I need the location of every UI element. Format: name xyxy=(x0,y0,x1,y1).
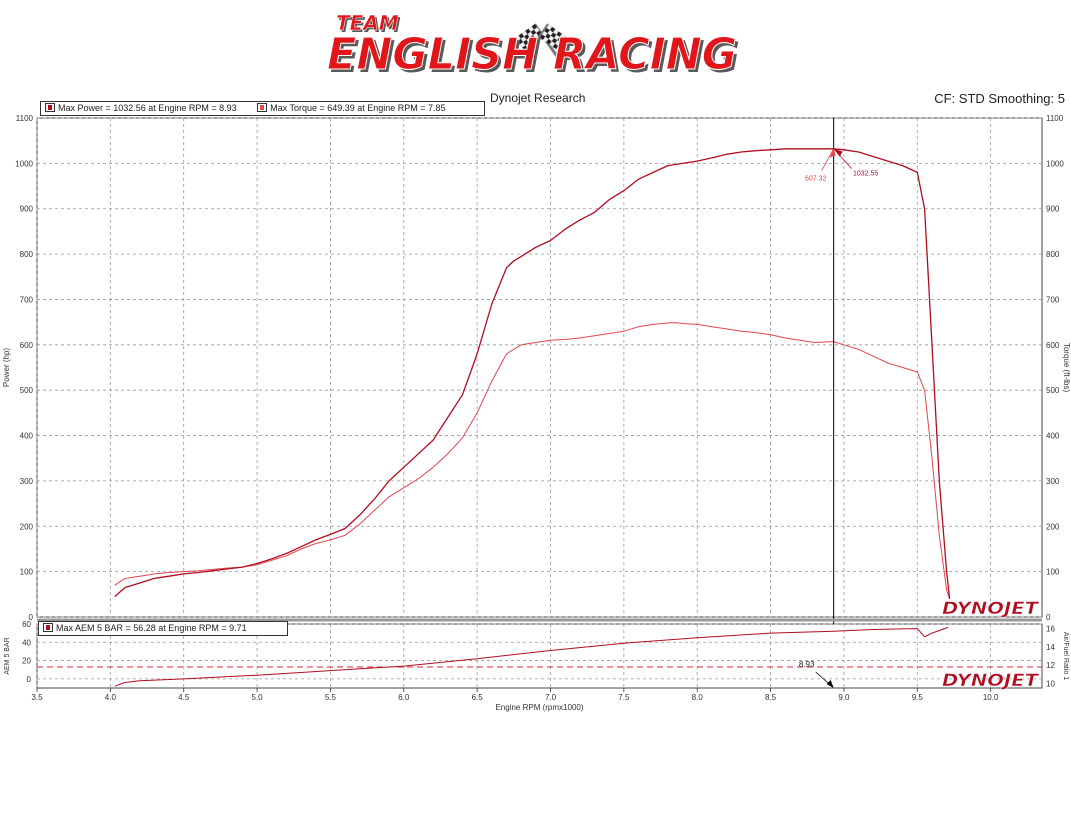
y2-tick-label: 600 xyxy=(1046,341,1060,350)
y-tick-label: 0 xyxy=(29,613,34,622)
y-tick-label: 300 xyxy=(20,477,34,486)
legend-aem: Max AEM 5 BAR = 56.28 at Engine RPM = 9.… xyxy=(38,621,288,636)
x-tick-label: 4.0 xyxy=(105,693,117,702)
y2-tick-label: 200 xyxy=(1046,522,1060,531)
afr-y2-axis-label: Air/Fuel Ratio 1 xyxy=(1062,632,1069,680)
aem-y-tick-label: 40 xyxy=(22,638,31,647)
team-english-racing-logo: TEAM TEAM ENGLISH RACING ENGLISH RACING xyxy=(327,11,741,82)
aem-y-tick-label: 0 xyxy=(27,675,32,684)
power-line xyxy=(114,148,951,599)
x-tick-label: 3.5 xyxy=(31,693,43,702)
y-tick-label: 900 xyxy=(20,205,34,214)
x-tick-label: 8.5 xyxy=(765,693,777,702)
y2-axis-label: Torque (ft-lbs) xyxy=(1062,343,1071,393)
logo-big-text-shadow: ENGLISH RACING xyxy=(330,32,740,82)
x-tick-label: 5.5 xyxy=(325,693,337,702)
legend-power-torque: Max Power = 1032.56 at Engine RPM = 8.93… xyxy=(40,101,485,116)
legend-item-power: Max Power = 1032.56 at Engine RPM = 8.93 xyxy=(45,103,239,113)
y2-tick-label: 400 xyxy=(1046,432,1060,441)
logo-big-text: ENGLISH RACING xyxy=(327,29,737,80)
y2-tick-label: 700 xyxy=(1046,295,1060,304)
aem-y-tick-label: 20 xyxy=(22,657,31,666)
y-tick-label: 700 xyxy=(20,295,34,304)
logo-small-text: TEAM xyxy=(338,13,401,37)
cursor-arrow-icon xyxy=(826,680,834,688)
x-tick-label: 7.5 xyxy=(618,693,630,702)
torque-annotation: 607.32 xyxy=(805,176,827,183)
aem-line xyxy=(114,626,949,687)
y2-tick-label: 1100 xyxy=(1046,114,1064,123)
legend-item-aem: Max AEM 5 BAR = 56.28 at Engine RPM = 9.… xyxy=(43,623,247,633)
y-tick-label: 100 xyxy=(20,568,34,577)
afr-y2-tick-label: 16 xyxy=(1046,625,1055,634)
legend-item-torque: Max Torque = 649.39 at Engine RPM = 7.85 xyxy=(257,103,446,113)
aem-y-axis-label: AEM 5 BAR xyxy=(4,637,11,674)
x-tick-label: 5.0 xyxy=(252,693,264,702)
aem-y-tick-label: 60 xyxy=(22,620,31,629)
torque-annotation-leader xyxy=(821,148,835,171)
afr-y2-tick-label: 14 xyxy=(1046,643,1055,652)
x-tick-label: 9.0 xyxy=(838,693,850,702)
chart-title: Dynojet Research xyxy=(490,91,586,105)
dynojet-brand-top: DYNOJET xyxy=(942,599,1040,619)
plot-area xyxy=(36,117,1043,618)
x-tick-label: 8.0 xyxy=(692,693,704,702)
y-axis-label: Power (hp) xyxy=(2,348,11,387)
torque-line xyxy=(114,322,951,600)
y-tick-label: 1100 xyxy=(16,114,34,123)
x-tick-label: 7.0 xyxy=(545,693,557,702)
y2-tick-label: 900 xyxy=(1046,205,1060,214)
y-tick-label: 400 xyxy=(20,432,34,441)
logo-small-text-fill: TEAM xyxy=(336,11,399,35)
y2-tick-label: 500 xyxy=(1046,386,1060,395)
y2-tick-label: 1000 xyxy=(1046,159,1064,168)
y2-tick-label: 0 xyxy=(1046,613,1051,622)
y2-tick-label: 300 xyxy=(1046,477,1060,486)
x-tick-label: 9.5 xyxy=(912,693,924,702)
y2-tick-label: 800 xyxy=(1046,250,1060,259)
cursor-value-label: 8.93 xyxy=(799,660,815,669)
power-annotation-leader xyxy=(833,148,852,169)
power-annotation: 1032.55 xyxy=(853,171,878,178)
x-tick-label: 10.0 xyxy=(983,693,999,702)
torque-marker-arrow xyxy=(829,148,836,158)
y-tick-label: 500 xyxy=(20,386,34,395)
checkered-flags-icon xyxy=(515,23,569,58)
afr-y2-tick-label: 12 xyxy=(1046,661,1055,670)
y-tick-label: 600 xyxy=(20,341,34,350)
y-tick-label: 200 xyxy=(20,522,34,531)
y-tick-label: 1000 xyxy=(15,159,33,168)
afr-y2-tick-label: 10 xyxy=(1046,679,1055,688)
x-tick-label: 4.5 xyxy=(178,693,190,702)
x-tick-label: 6.0 xyxy=(398,693,410,702)
dynojet-brand-bottom: DYNOJET xyxy=(942,671,1040,691)
x-tick-label: 6.5 xyxy=(472,693,484,702)
correction-smoothing-info: CF: STD Smoothing: 5 xyxy=(934,91,1065,106)
y2-tick-label: 100 xyxy=(1046,568,1060,577)
x-axis-label: Engine RPM (rpmx1000) xyxy=(495,703,583,712)
y-tick-label: 800 xyxy=(20,250,34,259)
